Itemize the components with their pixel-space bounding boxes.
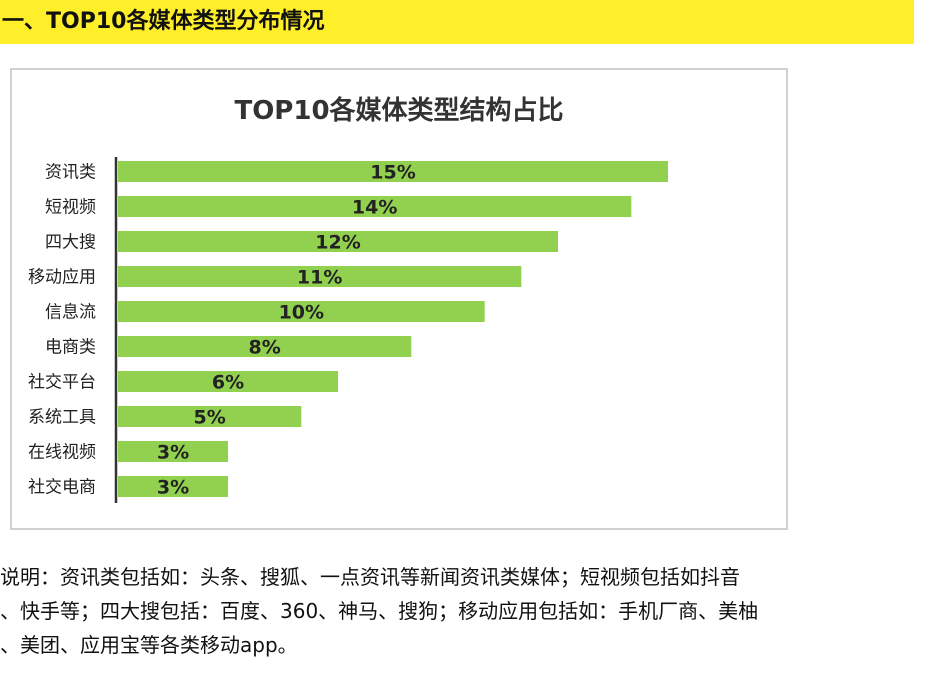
category-label: 四大搜 [45,233,96,253]
category-label: 社交平台 [28,373,96,393]
category-label: 在线视频 [28,443,96,463]
bar [118,371,338,392]
bar [118,476,228,497]
bar [118,336,412,357]
bar [118,266,522,287]
bar [118,406,302,427]
bar [118,301,485,322]
note-line: 说明：资讯类包括如：头条、搜狐、一点资讯等新闻资讯类媒体；短视频包括如抖音 [0,565,740,589]
note-line: 、美团、应用宝等各类移动app。 [0,633,298,657]
category-label: 系统工具 [28,408,96,428]
data-label: 3% [157,442,189,464]
category-label: 信息流 [45,303,96,323]
chart-panel: TOP10各媒体类型结构占比资讯类 15% 短视频 14% 四大搜 12% 移动应用 11% 信… [10,68,788,530]
note-line: 、快手等；四大搜包括：百度、360、神马、搜狗；移动应用包括如：手机厂商、美柚 [0,599,759,623]
category-label: 资讯类 [45,163,96,183]
bar [118,161,668,182]
chart-title: TOP10各媒体类型结构占比 [234,95,563,126]
category-label: 短视频 [45,198,96,218]
data-label: 6% [212,372,244,394]
data-label: 3% [157,477,189,499]
category-label: 社交电商 [28,478,96,498]
data-label: 5% [194,407,226,429]
bar [118,441,228,462]
data-label: 14% [352,197,397,219]
bar [118,231,558,252]
category-label: 移动应用 [28,268,96,288]
data-label: 15% [370,162,415,184]
bar [118,196,632,217]
data-label: 8% [249,337,281,359]
category-label: 电商类 [45,338,96,358]
note-text: 说明：资讯类包括如：头条、搜狐、一点资讯等新闻资讯类媒体；短视频包括如抖音 、快… [0,560,940,662]
data-label: 12% [315,232,360,254]
data-label: 11% [297,267,342,289]
data-label: 10% [279,302,324,324]
section-title: 一、TOP10各媒体类型分布情况 [0,0,914,44]
